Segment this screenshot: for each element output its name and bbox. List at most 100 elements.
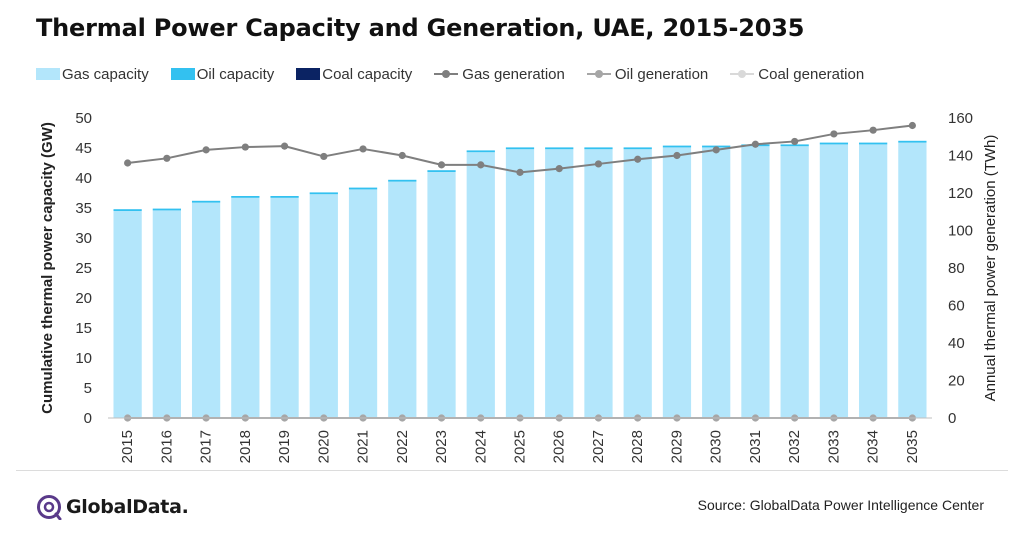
bar-oil-capacity-2025: [505, 147, 535, 150]
bar-gas-capacity-2030: [702, 147, 731, 418]
globaldata-wordmark: GlobalData.: [66, 496, 189, 518]
bar-oil-capacity-2024: [466, 150, 495, 153]
legend-item-coal-capacity: Coal capacity: [296, 66, 412, 83]
footer-divider: [16, 470, 1008, 471]
point-gas-generation-2030: [712, 146, 720, 154]
bar-oil-capacity-2020: [309, 192, 338, 195]
legend-label: Coal generation: [758, 65, 865, 83]
point-gas-generation-2024: [477, 161, 485, 169]
y-tick-label: 0: [84, 410, 92, 427]
x-tick-label: 2034: [865, 430, 882, 463]
y2-tick-label: 100: [948, 223, 973, 240]
bar-gas-capacity-2021: [348, 189, 378, 418]
y2-tick-label: 60: [948, 298, 965, 315]
legend-label: Coal capacity: [322, 65, 413, 83]
legend-label: Gas generation: [462, 65, 565, 83]
x-tick-label: 2029: [668, 430, 685, 463]
point-gas-generation-2021: [359, 145, 367, 153]
y-axis-title: Cumulative thermal power capacity (GW): [39, 122, 56, 414]
bar-oil-capacity-2023: [427, 170, 456, 172]
point-gas-generation-2022: [398, 151, 406, 160]
legend-swatch: [730, 68, 755, 80]
y2-tick-label: 80: [948, 260, 965, 277]
bar-oil-capacity-2034: [859, 142, 888, 145]
x-tick-label: 2019: [276, 430, 293, 463]
point-gas-generation-2017: [202, 146, 210, 154]
bar-oil-capacity-2015: [113, 209, 142, 211]
x-tick-label: 2033: [825, 430, 842, 463]
source-note: Source: GlobalData Power Intelligence Ce…: [697, 497, 984, 513]
legend-label: Oil generation: [614, 65, 709, 83]
y2-tick-label: 120: [948, 185, 973, 202]
globaldata-logo-icon: [37, 495, 62, 520]
legend-label: Oil capacity: [196, 65, 275, 83]
point-gas-generation-2031: [751, 140, 760, 148]
y2-tick-label: 160: [948, 110, 973, 127]
x-tick-label: 2028: [629, 430, 646, 463]
bar-gas-capacity-2017: [191, 202, 221, 418]
y-tick-label: 10: [75, 350, 92, 367]
legend-swatch: [296, 68, 321, 80]
y-tick-label: 45: [75, 140, 92, 157]
x-tick-label: 2031: [747, 430, 764, 463]
x-tick-label: 2035: [904, 430, 921, 463]
point-gas-generation-2020: [320, 152, 328, 161]
y-tick-label: 30: [75, 230, 92, 247]
bar-oil-capacity-2027: [584, 147, 613, 150]
chart-plot: 0510152025303540455002040608010012014016…: [39, 110, 999, 463]
bar-oil-capacity-2032: [780, 144, 809, 147]
bar-oil-capacity-2022: [388, 179, 417, 182]
point-gas-generation-2023: [437, 161, 446, 169]
legend-item-gas-capacity: Gas capacity: [36, 66, 149, 83]
legend-item-oil-capacity: Oil capacity: [170, 65, 275, 83]
bar-gas-capacity-2026: [545, 149, 574, 418]
x-tick-label: 2027: [590, 430, 607, 463]
y-tick-label: 15: [75, 320, 92, 337]
bar-oil-capacity-2019: [270, 196, 299, 198]
bar-oil-capacity-2021: [348, 187, 378, 190]
bar-gas-capacity-2023: [427, 172, 456, 418]
chart-legend: Gas capacity Oil capacity Coal capacity Gas…: [36, 64, 886, 84]
x-tick-label: 2022: [394, 430, 411, 463]
point-gas-generation-2034: [869, 126, 877, 134]
point-gas-generation-2016: [163, 154, 171, 162]
axes-layer: 0510152025303540455002040608010012014016…: [39, 110, 999, 463]
point-gas-generation-2026: [555, 165, 563, 173]
bar-gas-capacity-2025: [505, 149, 535, 418]
bar-oil-capacity-2028: [623, 147, 652, 150]
x-tick-label: 2025: [512, 430, 529, 463]
bar-gas-capacity-2020: [309, 194, 338, 418]
y-tick-label: 25: [75, 260, 92, 277]
y2-axis-title: Annual thermal power generation (TWh): [982, 135, 999, 402]
bar-gas-capacity-2033: [819, 144, 849, 418]
point-gas-generation-2029: [673, 151, 681, 160]
x-tick-label: 2026: [551, 430, 568, 463]
x-tick-label: 2023: [433, 430, 450, 463]
point-gas-generation-2025: [516, 168, 524, 176]
y2-tick-label: 20: [948, 373, 965, 390]
legend-label: Gas capacity: [62, 65, 149, 83]
legend-swatch: [434, 68, 459, 80]
bar-oil-capacity-2017: [191, 200, 221, 203]
point-gas-generation-2033: [830, 130, 838, 138]
y2-tick-label: 40: [948, 335, 965, 352]
bar-oil-capacity-2035: [898, 140, 927, 143]
bar-oil-capacity-2029: [662, 145, 692, 148]
point-gas-generation-2027: [594, 160, 603, 168]
y-tick-label: 5: [84, 380, 92, 397]
point-gas-generation-2018: [241, 143, 249, 151]
point-gas-generation-2015: [124, 159, 132, 167]
bar-oil-capacity-2033: [819, 142, 849, 145]
bar-gas-capacity-2032: [780, 146, 809, 418]
point-gas-generation-2035: [908, 121, 916, 130]
globaldata-logo: GlobalData.: [36, 494, 189, 520]
bar-gas-capacity-2022: [388, 181, 417, 418]
x-tick-label: 2017: [198, 430, 215, 463]
x-tick-label: 2015: [119, 430, 136, 463]
legend-swatch: [170, 68, 195, 80]
legend-item-oil-generation: Oil generation: [586, 65, 709, 83]
y-tick-label: 35: [75, 200, 92, 217]
x-tick-label: 2024: [472, 430, 489, 463]
bar-oil-capacity-2016: [152, 208, 181, 211]
